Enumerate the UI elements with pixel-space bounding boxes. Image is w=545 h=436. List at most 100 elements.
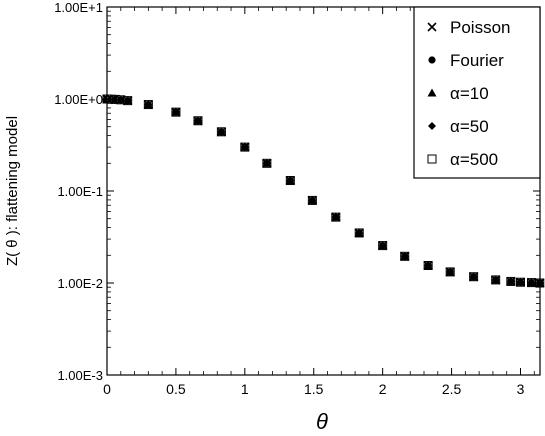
series-point-x xyxy=(143,99,153,110)
legend-item: α=50 xyxy=(428,117,489,136)
cross-marker xyxy=(354,228,364,238)
series-point-x xyxy=(354,228,364,238)
data-point xyxy=(171,107,181,117)
data-point xyxy=(285,175,295,186)
x-tick-label: 2.5 xyxy=(442,381,462,397)
x-tick-label: 3 xyxy=(517,381,525,397)
cross-marker xyxy=(506,276,516,286)
data-point xyxy=(506,276,516,286)
legend-marker-square-open xyxy=(427,154,437,164)
legend-item: Poisson xyxy=(427,18,510,37)
data-point xyxy=(445,267,455,277)
series-point-x xyxy=(469,272,479,282)
y-tick-label: 1.00E-2 xyxy=(57,276,103,291)
y-tick-label: 1.00E+1 xyxy=(54,0,103,15)
x-tick-label: 2 xyxy=(379,381,387,397)
x-tick-label: 0 xyxy=(103,381,111,397)
cross-marker xyxy=(262,158,272,168)
cross-marker xyxy=(515,277,526,287)
series-point-x xyxy=(193,116,203,126)
series-point-x xyxy=(423,260,433,271)
x-tick-label: 1.5 xyxy=(304,381,324,397)
data-point xyxy=(307,195,317,205)
diamond-marker xyxy=(428,122,436,130)
series-point-x xyxy=(526,278,537,288)
legend-label: Fourier xyxy=(450,51,504,70)
legend: Poisson Fourier α=10 α=50 α=500 xyxy=(413,6,541,179)
x-tick-label: 0.5 xyxy=(166,381,186,397)
legend-marker-circle xyxy=(428,56,436,64)
cross-marker xyxy=(285,175,295,186)
cross-marker xyxy=(400,251,410,261)
legend-label: α=50 xyxy=(450,117,489,136)
legend-label: α=10 xyxy=(450,84,489,103)
x-tick-label: 1 xyxy=(241,381,249,397)
data-point xyxy=(526,278,537,288)
cross-marker xyxy=(193,116,203,126)
series-point-x xyxy=(491,275,501,285)
series-point-x xyxy=(506,276,516,286)
legend-item: α=10 xyxy=(427,84,489,103)
series-point-x xyxy=(240,142,250,152)
legend-marker-triangle xyxy=(427,88,437,97)
legend-marker-diamond xyxy=(428,122,436,130)
legend-marker-x xyxy=(427,22,437,32)
circle-marker xyxy=(428,56,436,64)
cross-marker xyxy=(427,22,437,32)
cross-marker xyxy=(123,96,133,106)
cross-marker xyxy=(423,260,433,271)
data-point xyxy=(400,251,410,261)
y-axis-label: Z( θ ): flattening model xyxy=(4,116,21,266)
x-axis-label: θ xyxy=(316,409,328,434)
data-point xyxy=(262,158,272,168)
legend-label: α=500 xyxy=(450,150,498,169)
cross-marker xyxy=(469,272,479,282)
data-point xyxy=(378,241,388,251)
legend-item: Fourier xyxy=(428,51,504,70)
y-tick-label: 1.00E+0 xyxy=(54,92,103,107)
legend-box xyxy=(413,6,541,179)
series-point-x xyxy=(307,195,317,205)
legend-label: Poisson xyxy=(450,18,510,37)
cross-marker xyxy=(378,241,388,251)
cross-marker xyxy=(331,212,341,222)
data-point xyxy=(193,116,203,126)
series-point-x xyxy=(123,96,133,106)
data-point xyxy=(354,228,364,238)
data-marks xyxy=(102,94,545,288)
data-point xyxy=(515,277,526,287)
data-point xyxy=(216,127,226,137)
series-point-x xyxy=(515,277,526,287)
data-point xyxy=(535,278,545,288)
cross-marker xyxy=(445,267,455,277)
data-point xyxy=(240,142,250,152)
data-point xyxy=(123,96,133,106)
y-tick-label: 1.00E-3 xyxy=(57,368,103,383)
series-point-x xyxy=(262,158,272,168)
cross-marker xyxy=(307,195,317,205)
series-point-x xyxy=(535,278,545,288)
series-point-x xyxy=(285,175,295,186)
cross-marker xyxy=(535,278,545,288)
cross-marker xyxy=(526,278,537,288)
data-point xyxy=(331,212,341,222)
cross-marker xyxy=(240,142,250,152)
series-point-x xyxy=(445,267,455,277)
cross-marker xyxy=(491,275,501,285)
cross-marker xyxy=(171,107,181,117)
series-point-x xyxy=(216,127,226,137)
triangle-marker xyxy=(427,88,437,97)
cross-marker xyxy=(216,127,226,137)
data-point xyxy=(423,260,433,271)
y-tick-label: 1.00E-1 xyxy=(57,184,103,199)
series-point-x xyxy=(331,212,341,222)
series-point-x xyxy=(400,251,410,261)
square-marker xyxy=(427,154,437,164)
data-point xyxy=(469,272,479,282)
data-point xyxy=(491,275,501,285)
cross-marker xyxy=(143,99,153,110)
data-point xyxy=(143,99,153,110)
series-point-x xyxy=(378,241,388,251)
legend-item: α=500 xyxy=(427,150,498,169)
